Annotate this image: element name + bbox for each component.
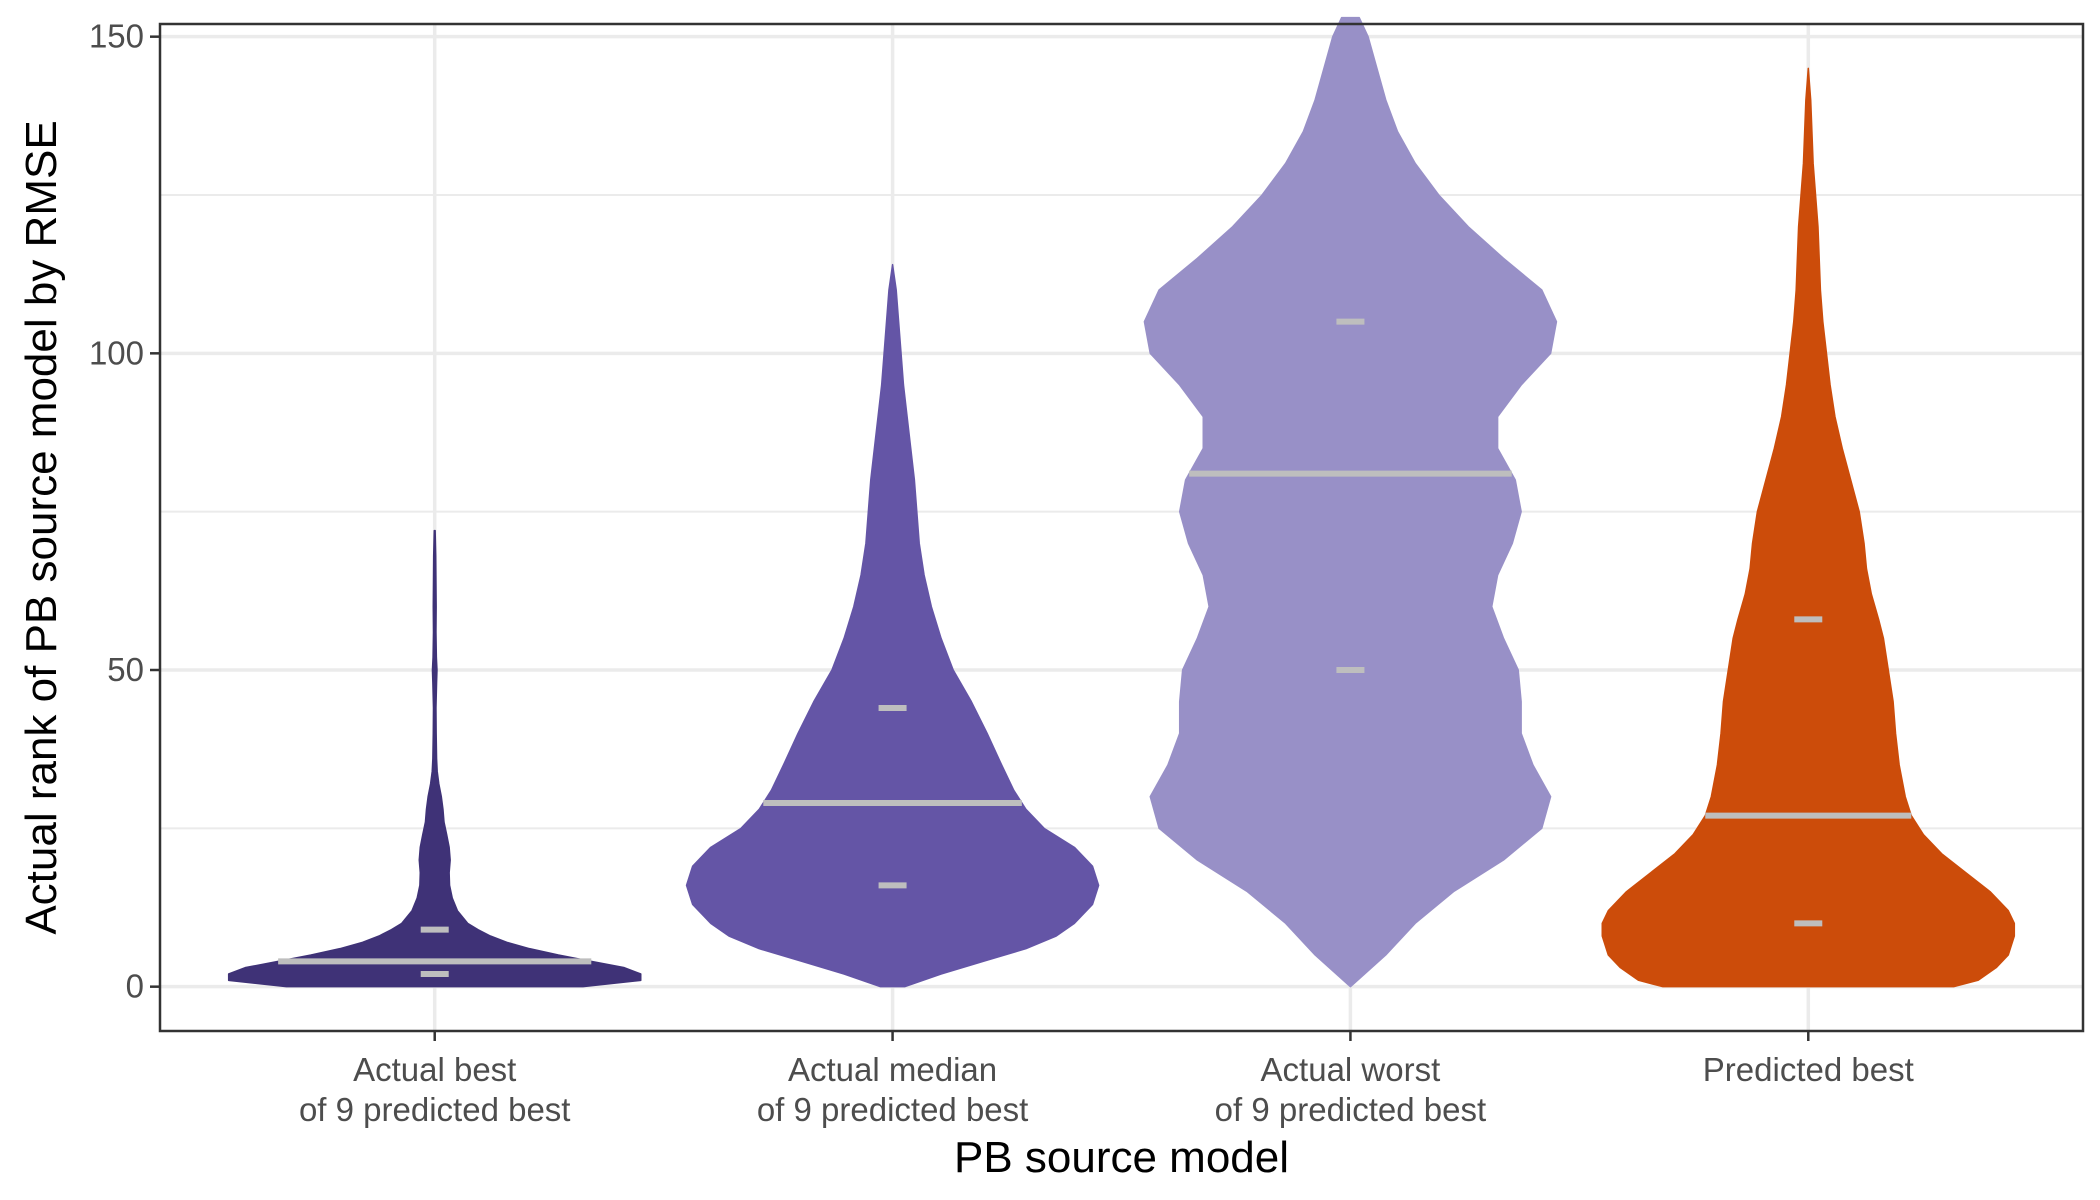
- panel-border: [158, 22, 2085, 1033]
- violin-3: [1143, 16, 1558, 988]
- y-tick-label: 50: [107, 651, 144, 688]
- violin-2: [685, 263, 1100, 988]
- violins: [227, 16, 2016, 988]
- y-tick-label: 150: [89, 18, 144, 55]
- x-tick-label-line2: of 9 predicted best: [299, 1091, 571, 1128]
- y-tick-label: 0: [126, 968, 144, 1005]
- x-tick-label: Actual best: [353, 1051, 516, 1088]
- x-tick-label-line2: of 9 predicted best: [757, 1091, 1029, 1128]
- x-tick-label: Actual median: [788, 1051, 997, 1088]
- violin-4: [1601, 67, 2016, 988]
- violin-1: [227, 529, 642, 988]
- quantile-lines: [278, 318, 1912, 977]
- x-tick-label-line2: of 9 predicted best: [1215, 1091, 1487, 1128]
- y-axis-title: Actual rank of PB source model by RMSE: [17, 120, 66, 934]
- y-tick-label: 100: [89, 334, 144, 371]
- x-axis-title: PB source model: [954, 1133, 1289, 1182]
- x-tick-label: Actual worst: [1261, 1051, 1441, 1088]
- x-tick-label: Predicted best: [1703, 1051, 1914, 1088]
